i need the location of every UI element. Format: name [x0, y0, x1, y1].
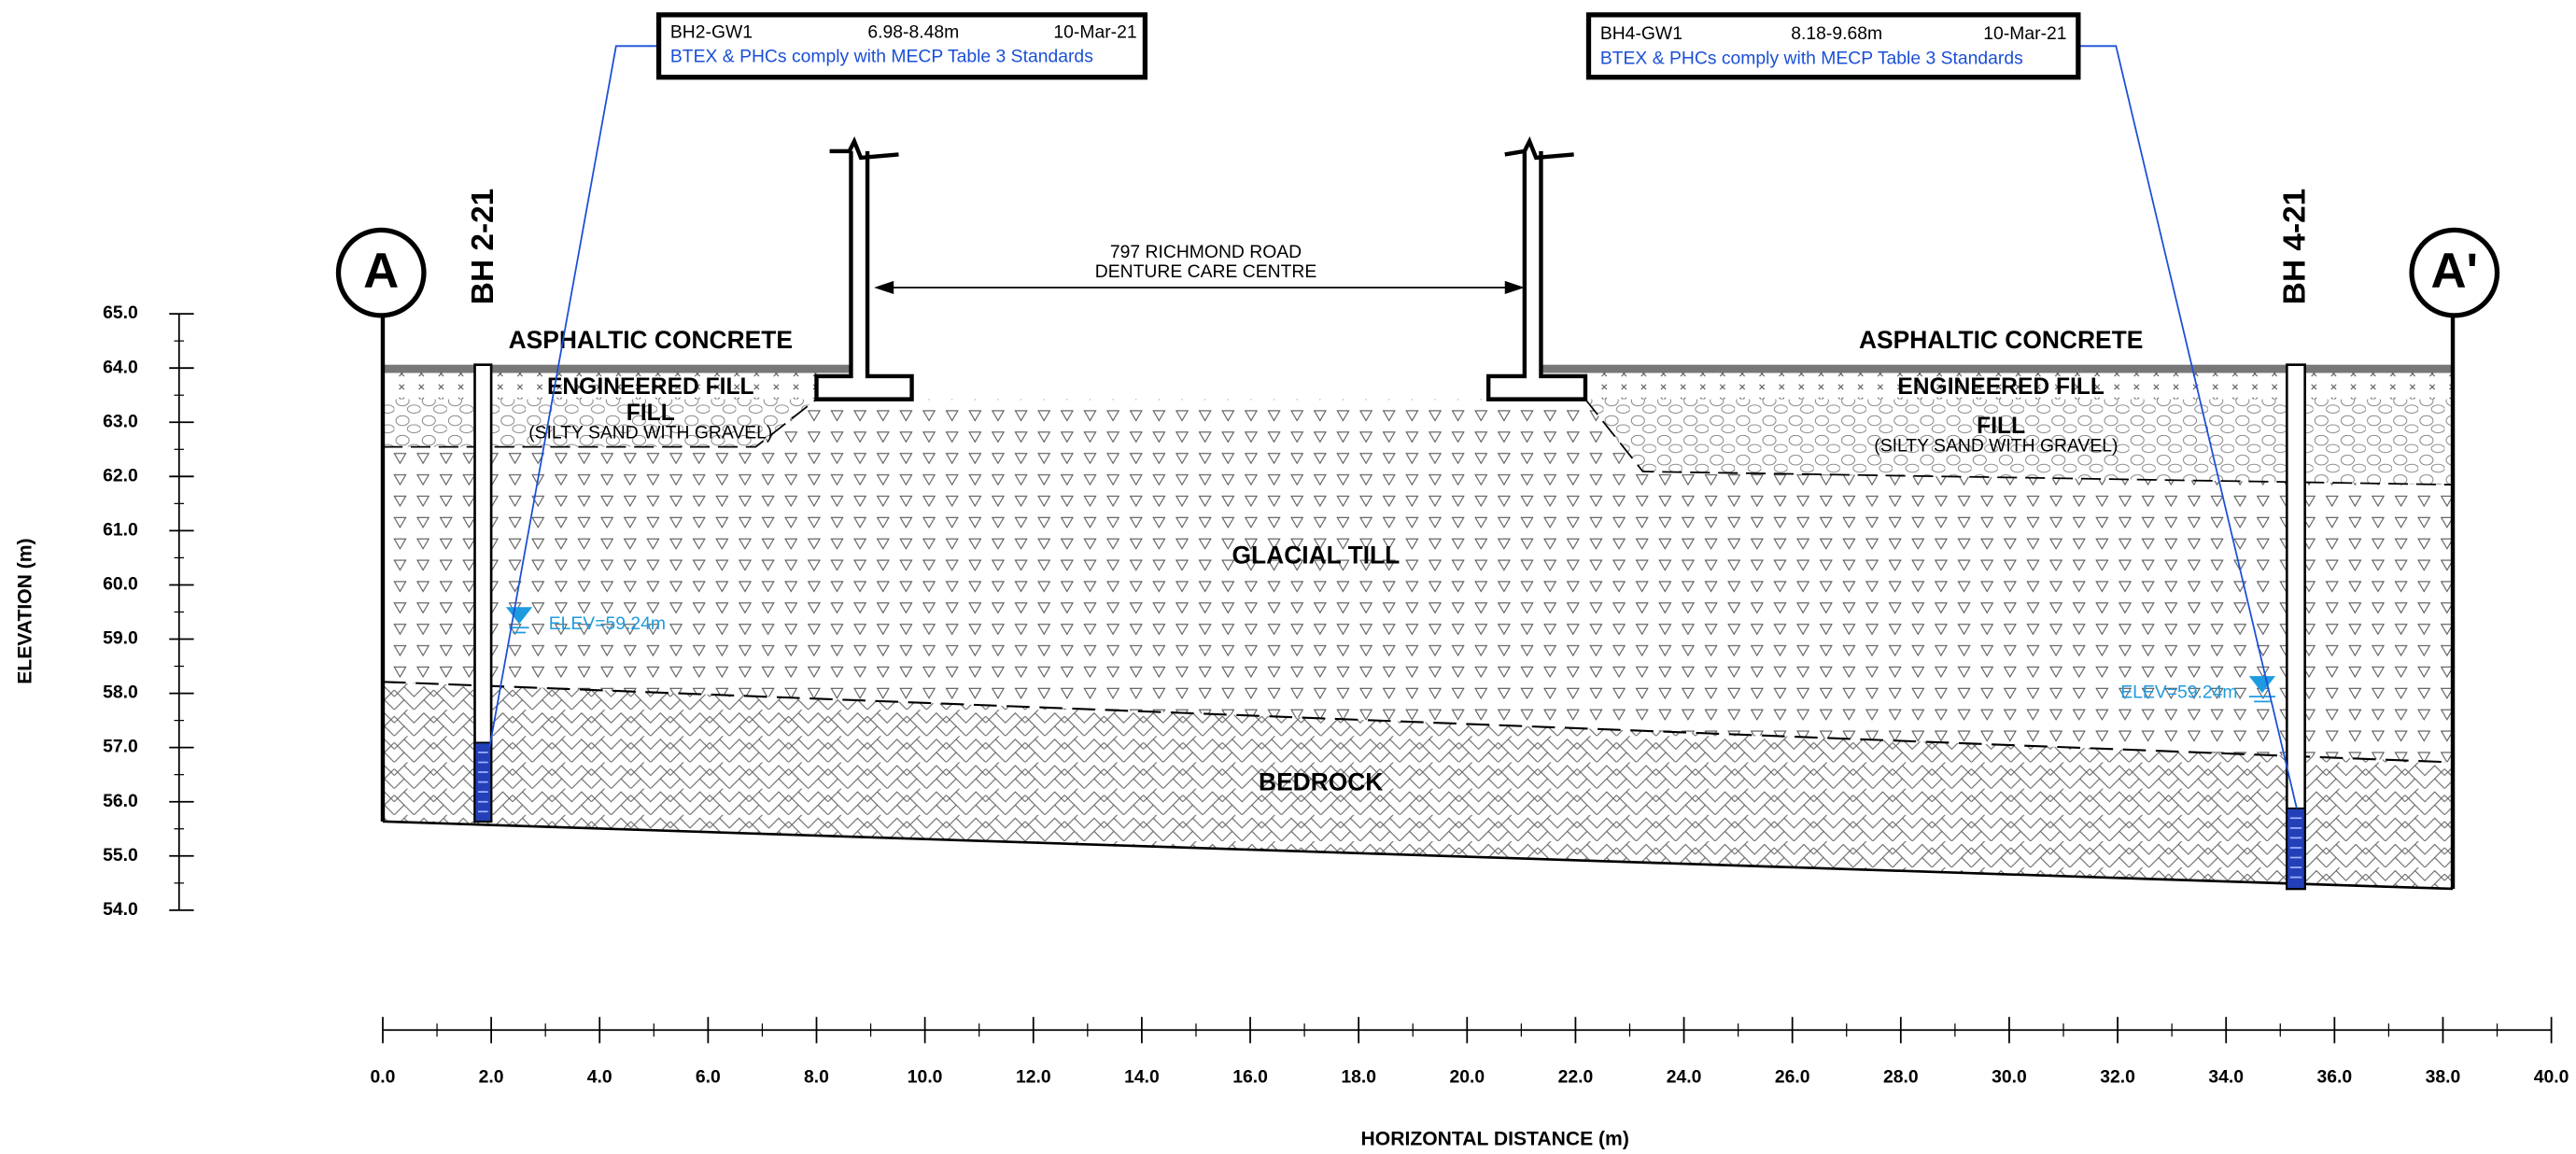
- tick-label: 12.0: [1016, 1066, 1051, 1087]
- asphalt-left: [383, 365, 854, 373]
- tick-label: 62.0: [103, 465, 138, 486]
- strata: [383, 316, 2453, 889]
- building-name: DENTURE CARE CENTRE: [1095, 261, 1317, 282]
- tick-label: 26.0: [1775, 1066, 1810, 1087]
- axis-title: ELEVATION (m): [15, 538, 36, 683]
- sample-depth: 8.18-9.68m: [1791, 23, 1882, 44]
- layer-label: GLACIAL TILL: [1232, 542, 1401, 570]
- tick-label: 34.0: [2208, 1066, 2244, 1087]
- elevation-axis: ELEVATION (m) 65.0 64.0 63.0 62.0 61.0 60.0 59…: [15, 303, 194, 920]
- water-level: ELEV=59.24m: [2120, 683, 2237, 703]
- tick-label: 0.0: [371, 1066, 396, 1087]
- tick-label: 18.0: [1341, 1066, 1376, 1087]
- borehole-label: BH 4-21: [2278, 189, 2313, 304]
- water-level: ELEV=59.24m: [549, 613, 666, 634]
- axis-title: HORIZONTAL DISTANCE (m): [1361, 1129, 1629, 1150]
- tick-label: 20.0: [1449, 1066, 1485, 1087]
- sample-result: BTEX & PHCs comply with MECP Table 3 Sta…: [670, 47, 1093, 67]
- tick-label: 24.0: [1667, 1066, 1702, 1087]
- tick-label: 59.0: [103, 628, 138, 649]
- tick-label: 36.0: [2317, 1066, 2353, 1087]
- page: Cross Section A-A' {"section_markers": {…: [0, 0, 2576, 1154]
- tick-label: 38.0: [2426, 1066, 2461, 1087]
- tick-label: 58.0: [103, 683, 138, 703]
- tick-label: 63.0: [103, 411, 138, 431]
- foundation-left: [817, 151, 912, 400]
- tick-label: 60.0: [103, 574, 138, 595]
- tick-label: 54.0: [103, 899, 138, 920]
- layer-description: (SILTY SAND WITH GRAVEL): [1874, 436, 2118, 457]
- tick-label: 55.0: [103, 845, 138, 866]
- layer-label: ASPHALTIC CONCRETE: [509, 326, 793, 354]
- layer-description: (SILTY SAND WITH GRAVEL): [528, 423, 772, 443]
- borehole-label: BH 2-21: [466, 189, 500, 304]
- body: 797 RICHMOND ROAD DENTURE CARE CENTRE BH…: [0, 0, 2576, 1154]
- sample-date: 10-Mar-21: [1983, 23, 2066, 44]
- sample-id: BH2-GW1: [670, 21, 753, 42]
- section-markers: A A': [338, 230, 2497, 315]
- tick-label: 65.0: [103, 303, 138, 323]
- marker-label: A': [2430, 244, 2478, 299]
- asphalt-right: [1540, 365, 2453, 373]
- tick-label: 16.0: [1232, 1066, 1268, 1087]
- layer-label: ASPHALTIC CONCRETE: [1859, 326, 2143, 354]
- layer-label: BEDROCK: [1259, 767, 1383, 795]
- cross-section: 797 RICHMOND ROAD DENTURE CARE CENTRE BH…: [0, 0, 2576, 1154]
- layer-label: ENGINEERED FILL: [547, 374, 754, 400]
- tick-label: 32.0: [2100, 1066, 2135, 1087]
- tick-label: 56.0: [103, 791, 138, 811]
- tick-label: 61.0: [103, 519, 138, 540]
- tick-label: 30.0: [1992, 1066, 2027, 1087]
- sample-result: BTEX & PHCs comply with MECP Table 3 Sta…: [1600, 48, 2023, 68]
- tick-label: 64.0: [103, 357, 138, 377]
- sample-date: 10-Mar-21: [1053, 21, 1136, 42]
- tick-label: 4.0: [587, 1066, 612, 1087]
- tick-label: 57.0: [103, 737, 138, 757]
- tick-label: 10.0: [908, 1066, 943, 1087]
- foundation-right: [1488, 151, 1585, 400]
- tick-label: 14.0: [1124, 1066, 1160, 1087]
- layer-label: ENGINEERED FILL: [1897, 374, 2104, 400]
- building-address: 797 RICHMOND ROAD: [1110, 242, 1302, 262]
- sample-depth: 6.98-8.48m: [867, 21, 959, 42]
- marker-label: A: [363, 244, 399, 299]
- sample-id: BH4-GW1: [1600, 23, 1682, 44]
- tick-label: 28.0: [1883, 1066, 1919, 1087]
- tick-label: 8.0: [804, 1066, 829, 1087]
- tick-label: 40.0: [2534, 1066, 2569, 1087]
- tick-label: 22.0: [1558, 1066, 1594, 1087]
- tick-label: 2.0: [479, 1066, 504, 1087]
- break-lines: [830, 141, 1574, 158]
- tick-label: 6.0: [696, 1066, 721, 1087]
- dimension: 797 RICHMOND ROAD DENTURE CARE CENTRE: [874, 242, 1525, 294]
- distance-axis: HORIZONTAL DISTANCE (m) 0.0 2.0 4.0 6.0 8.0 1…: [371, 1017, 2569, 1150]
